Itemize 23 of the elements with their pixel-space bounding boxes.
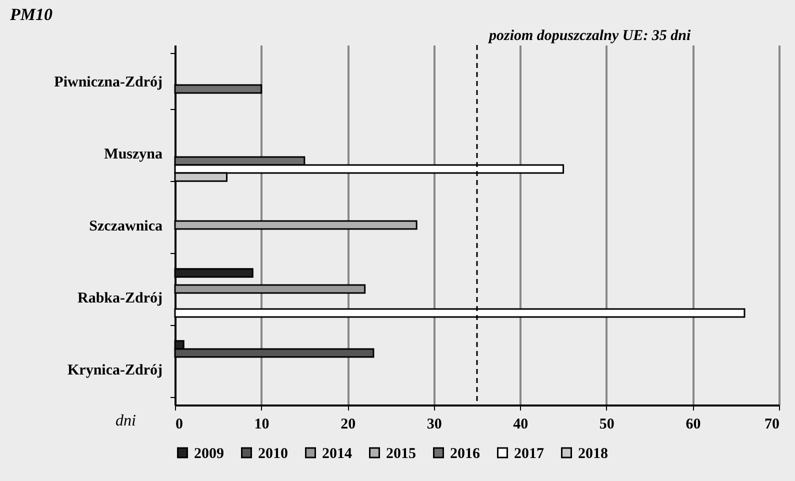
legend-label: 2014 bbox=[322, 446, 352, 462]
legend-label: 2015 bbox=[386, 446, 416, 462]
x-tick-label: 60 bbox=[686, 416, 701, 432]
x-tick-label: 0 bbox=[176, 416, 183, 432]
legend-label: 2016 bbox=[450, 446, 480, 462]
legend-label: 2018 bbox=[578, 446, 608, 462]
legend-label: 2017 bbox=[514, 446, 544, 462]
legend-label: 2009 bbox=[194, 446, 224, 462]
text: PM10 bbox=[9, 5, 53, 24]
x-tick-label: 70 bbox=[764, 416, 780, 432]
y-tick-label: Szczawnica bbox=[89, 218, 163, 234]
y-tick-label: Krynica-Zdrój bbox=[68, 362, 162, 378]
ref-line-label: poziom dopuszczalny UE: 35 dni bbox=[487, 28, 692, 44]
x-axis-title: dni bbox=[116, 412, 136, 430]
x-tick-label: 40 bbox=[513, 416, 528, 432]
y-tick-label: Rabka-Zdrój bbox=[77, 290, 162, 306]
x-tick-label: 10 bbox=[254, 416, 270, 432]
legend-label: 2010 bbox=[258, 446, 288, 462]
x-tick-label: 50 bbox=[599, 416, 614, 432]
x-tick-label: 30 bbox=[426, 416, 442, 432]
y-tick-label: Muszyna bbox=[104, 146, 163, 162]
x-tick-label: 20 bbox=[340, 416, 356, 432]
y-tick-label: Piwniczna-Zdrój bbox=[54, 74, 162, 90]
